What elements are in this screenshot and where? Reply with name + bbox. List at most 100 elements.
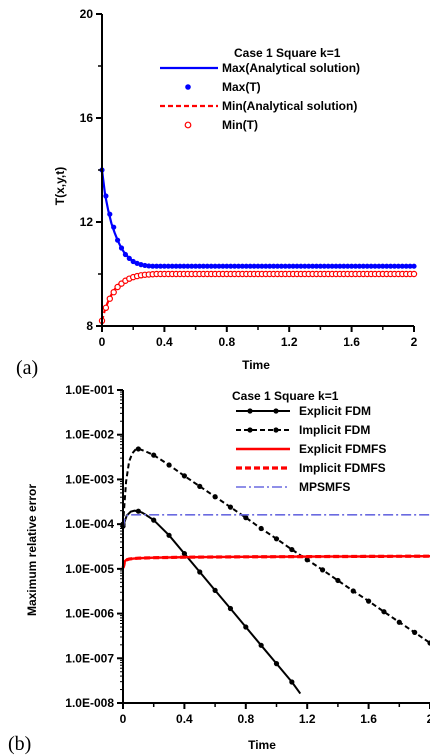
- series-min-analytical-solution-: [100, 272, 414, 322]
- data-point: [274, 263, 281, 269]
- chart-b-plot-area: [120, 446, 430, 695]
- data-point: [412, 629, 418, 635]
- data-point: [360, 263, 366, 269]
- data-point: [135, 446, 141, 452]
- data-point: [102, 304, 110, 311]
- x-tick-label: 1.6: [343, 335, 360, 349]
- x-tick-label: 0.4: [176, 712, 193, 726]
- x-tick-label: 1.2: [299, 712, 316, 726]
- chart-b-legend: Case 1 Square k=1 Explicit FDM Implicit F…: [232, 389, 386, 494]
- data-point: [232, 263, 238, 269]
- data-point: [146, 263, 152, 269]
- x-tick-label: 1.6: [360, 712, 377, 726]
- y-tick-label: 1.0E-007: [65, 651, 114, 665]
- y-tick-label: 1.0E-003: [65, 472, 114, 486]
- y-tick-label: 16: [80, 111, 94, 125]
- legend-item: Min(Analytical solution): [160, 99, 357, 113]
- legend-label: Implicit FDMFS: [299, 461, 386, 475]
- series-explicit-fdmfs: [121, 555, 430, 569]
- data-point: [294, 263, 300, 269]
- data-point: [227, 605, 234, 612]
- data-point: [310, 263, 316, 269]
- data-point: [243, 515, 249, 521]
- data-point: [235, 263, 242, 269]
- chart-b-x-axis-label: Time: [248, 738, 276, 752]
- panel-label-a: (a): [16, 357, 38, 379]
- data-point: [151, 517, 157, 523]
- data-point: [173, 263, 179, 269]
- series-max-analytical-solution-: [100, 169, 414, 268]
- series-line: [121, 555, 430, 569]
- data-point: [177, 263, 183, 269]
- data-point: [403, 263, 409, 269]
- series-line: [121, 554, 430, 569]
- data-point: [154, 263, 160, 269]
- data-point: [161, 263, 167, 269]
- y-tick-label: 20: [80, 7, 94, 21]
- y-tick-label: 1.0E-008: [65, 696, 114, 710]
- legend-item: Implicit FDMFS: [236, 461, 386, 475]
- data-point: [227, 504, 234, 510]
- legend-swatch: [185, 84, 191, 90]
- legend-label: MPSMFS: [299, 480, 350, 494]
- data-point: [103, 193, 109, 199]
- y-tick-label: 1.0E-004: [65, 517, 114, 531]
- data-point: [337, 263, 343, 269]
- y-tick-label: 1.0E-001: [65, 383, 114, 397]
- y-tick-label: 8: [86, 319, 93, 333]
- data-point: [189, 263, 195, 269]
- data-point: [151, 452, 157, 458]
- data-point: [197, 569, 203, 575]
- data-point: [289, 546, 295, 553]
- data-point: [329, 263, 335, 269]
- data-point: [396, 619, 402, 625]
- data-point: [118, 245, 125, 251]
- data-point: [216, 263, 222, 269]
- y-tick-label: 12: [80, 215, 94, 229]
- data-point: [243, 263, 249, 269]
- data-point: [345, 263, 351, 269]
- data-point: [181, 473, 187, 479]
- data-point: [325, 263, 331, 269]
- data-point: [197, 483, 203, 489]
- legend-label: Min(Analytical solution): [222, 99, 357, 113]
- legend-item: Explicit FDM: [236, 404, 371, 418]
- legend-item: MPSMFS: [236, 480, 350, 494]
- data-point: [298, 263, 304, 269]
- data-point: [169, 263, 175, 269]
- legend-label: Min(T): [222, 118, 258, 132]
- data-point: [135, 508, 141, 514]
- chart-a-y-axis-label: T(x,y,t): [53, 167, 67, 205]
- chart-panel-b: 0 0.4 0.8 1.2 1.6 2 1.0E-008 1.0E-007 1.0E-006 1.…: [8, 383, 430, 755]
- data-point: [107, 211, 113, 217]
- chart-a-x-axis-label: Time: [242, 358, 270, 372]
- data-point: [106, 295, 114, 302]
- y-tick-label: 1.0E-002: [65, 428, 114, 442]
- data-point: [212, 263, 218, 269]
- data-point: [259, 263, 265, 269]
- data-point: [381, 609, 387, 615]
- data-point: [181, 263, 187, 269]
- chart-a-plot-area: [98, 167, 418, 324]
- series-max-t-: [99, 167, 417, 269]
- data-point: [388, 263, 394, 269]
- legend-swatch: [184, 121, 192, 129]
- data-point: [319, 567, 326, 573]
- data-point: [333, 263, 339, 269]
- data-point: [368, 263, 374, 269]
- chart-a-legend-title: Case 1 Square k=1: [234, 46, 341, 60]
- data-point: [138, 262, 144, 268]
- series-mpsmfs: [122, 514, 430, 529]
- data-point: [349, 263, 355, 269]
- legend-marker: [247, 427, 253, 433]
- chart-b-y-axis-label: Maximum relative error: [25, 484, 39, 616]
- x-tick-label: 0: [120, 712, 127, 726]
- data-point: [313, 263, 320, 269]
- data-point: [364, 263, 370, 269]
- data-point: [411, 263, 417, 269]
- data-point: [165, 263, 171, 269]
- data-point: [399, 263, 405, 269]
- data-point: [166, 462, 172, 468]
